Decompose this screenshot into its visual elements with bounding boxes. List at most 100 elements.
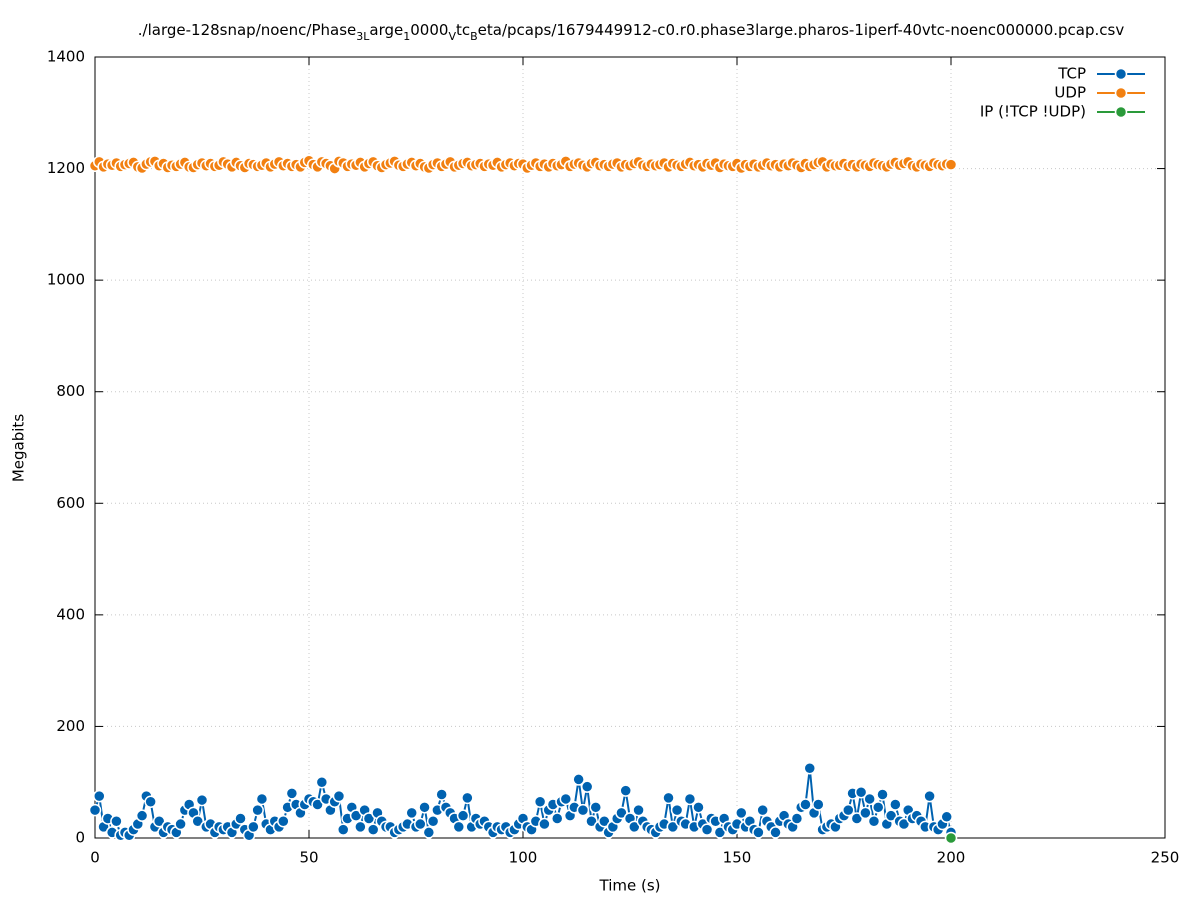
data-point xyxy=(247,820,260,834)
data-point xyxy=(632,803,645,817)
data-point xyxy=(285,787,299,800)
y-tick-label: 0 xyxy=(75,829,85,847)
data-point xyxy=(812,798,825,811)
data-point xyxy=(418,801,431,814)
data-point xyxy=(940,810,953,824)
data-point xyxy=(422,826,436,839)
x-tick-label: 100 xyxy=(509,849,538,867)
y-tick-label: 1200 xyxy=(47,159,85,177)
x-axis-label: Time (s) xyxy=(599,877,661,895)
data-point xyxy=(152,815,166,828)
data-point xyxy=(876,788,889,801)
data-point xyxy=(354,820,367,834)
plot-frame xyxy=(94,56,1166,839)
data-point xyxy=(615,806,628,820)
title-part: eta/pcaps/1679449912-c0.r0.phase3large.p… xyxy=(478,21,1125,39)
data-point xyxy=(662,791,675,805)
data-point xyxy=(277,815,290,828)
data-point xyxy=(538,817,551,831)
data-point xyxy=(799,798,812,811)
data-point xyxy=(700,823,714,836)
data-point xyxy=(756,803,769,817)
data-point xyxy=(576,803,590,817)
data-point xyxy=(366,823,380,836)
data-point xyxy=(628,820,641,834)
legend-label: UDP xyxy=(1054,84,1086,102)
data-point xyxy=(255,792,269,806)
data-point xyxy=(867,815,881,828)
y-tick-label: 200 xyxy=(56,717,85,735)
legend-marker xyxy=(1114,86,1128,100)
data-point xyxy=(191,815,204,828)
data-point xyxy=(414,817,427,831)
data-point xyxy=(897,817,911,831)
legend-label: TCP xyxy=(1057,65,1086,83)
data-point xyxy=(550,812,564,825)
title-part: ./large-128snap/noenc/Phase xyxy=(138,21,356,39)
chart-title: ./large-128snap/noenc/Phase3Large10000Vt… xyxy=(138,21,1125,43)
title-part: arge xyxy=(369,21,403,39)
y-tick-label: 1000 xyxy=(47,271,85,289)
data-point xyxy=(923,789,936,803)
data-point xyxy=(666,820,680,834)
data-point xyxy=(559,792,573,806)
data-point xyxy=(336,823,350,836)
data-point xyxy=(315,775,329,789)
data-point xyxy=(585,815,598,828)
data-point xyxy=(452,820,466,834)
data-point xyxy=(144,795,157,808)
data-point xyxy=(619,784,632,797)
data-point xyxy=(859,806,872,820)
data-point xyxy=(93,789,106,803)
data-point xyxy=(854,786,868,799)
data-point xyxy=(580,780,594,793)
data-point xyxy=(944,158,958,171)
data-point xyxy=(790,812,804,825)
y-tick-label: 600 xyxy=(56,494,85,512)
data-point xyxy=(803,762,817,775)
data-point xyxy=(405,806,418,820)
data-point xyxy=(850,812,864,825)
data-point xyxy=(572,773,585,786)
data-point xyxy=(362,812,376,825)
data-point xyxy=(88,803,102,817)
data-point xyxy=(234,812,247,825)
x-tick-label: 150 xyxy=(723,849,752,867)
data-point xyxy=(435,788,448,801)
data-point xyxy=(769,826,782,839)
data-point xyxy=(456,809,470,822)
data-point xyxy=(589,801,603,814)
data-point xyxy=(884,809,898,822)
data-point xyxy=(533,795,547,808)
data-point xyxy=(944,831,958,845)
data-point xyxy=(598,815,611,828)
y-tick-label: 800 xyxy=(56,382,85,400)
x-tick-label: 50 xyxy=(299,849,318,867)
data-point xyxy=(683,792,697,806)
title-part: 0000 xyxy=(410,21,448,39)
y-axis-label: Megabits xyxy=(10,414,28,482)
data-point xyxy=(174,817,187,831)
y-tick-label: 400 xyxy=(56,605,85,623)
legend-marker xyxy=(1114,105,1128,119)
x-tick-label: 200 xyxy=(937,849,966,867)
data-point xyxy=(713,826,727,839)
x-tick-label: 250 xyxy=(1151,849,1180,867)
data-point xyxy=(863,792,876,806)
data-point xyxy=(735,806,748,820)
title-part: tc xyxy=(456,21,470,39)
data-point xyxy=(426,815,440,828)
title-subscript: B xyxy=(470,30,478,43)
data-point xyxy=(251,803,264,817)
title-subscript: V xyxy=(448,30,456,43)
data-point xyxy=(461,791,474,805)
data-point xyxy=(692,801,705,814)
data-point xyxy=(752,826,765,839)
legend-marker xyxy=(1114,67,1128,81)
y-tick-label: 1400 xyxy=(47,48,85,66)
legend-label: IP (!TCP !UDP) xyxy=(980,103,1086,121)
data-point xyxy=(311,798,324,811)
data-point xyxy=(871,801,885,814)
data-point xyxy=(135,809,149,822)
